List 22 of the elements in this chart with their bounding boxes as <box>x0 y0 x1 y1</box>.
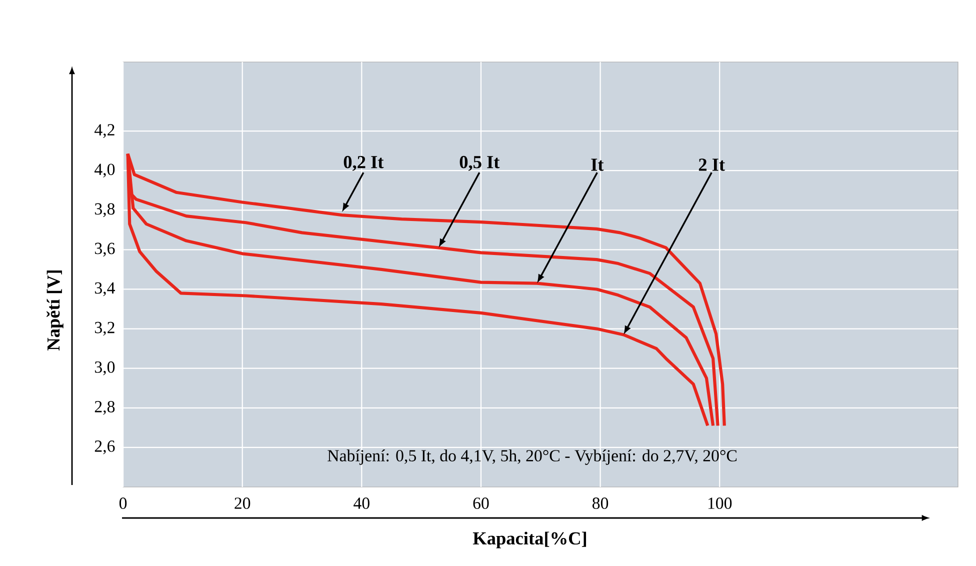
annotation: 2 It <box>698 158 725 171</box>
y-tick-label: 3,6 <box>94 242 115 257</box>
x-tick-label: 0 <box>119 498 127 509</box>
y-tick-label: 2,8 <box>94 400 115 415</box>
annotation: 0,5 It <box>460 156 500 171</box>
y-tick-label: 4,2 <box>94 124 114 138</box>
y-tick-label: 4,0 <box>94 164 115 178</box>
annotation: Nabíjení: 0,5 It, do 4,1V, 5h, 20°C - Vybíjení: do 2,7V, 20°C <box>328 450 737 465</box>
y-axis-title: Napětí [V] <box>46 270 64 351</box>
x-tick-label: 40 <box>354 498 370 509</box>
x-tick-label: 60 <box>473 498 489 509</box>
y-tick-label: 3,0 <box>94 361 115 376</box>
y-tick-label: 3,2 <box>94 322 114 336</box>
y-tick-label: 3,4 <box>94 282 116 296</box>
y-tick-label: 2,6 <box>94 440 115 454</box>
y-tick-label: 3,8 <box>94 203 115 218</box>
x-tick-label: 100 <box>708 498 732 509</box>
x-tick-label: 80 <box>592 498 608 509</box>
annotation: It <box>591 158 604 171</box>
x-axis-title: Kapacita[%C] <box>472 532 586 548</box>
x-tick-label: 20 <box>234 498 250 509</box>
annotation: 0,2 It <box>344 156 384 171</box>
